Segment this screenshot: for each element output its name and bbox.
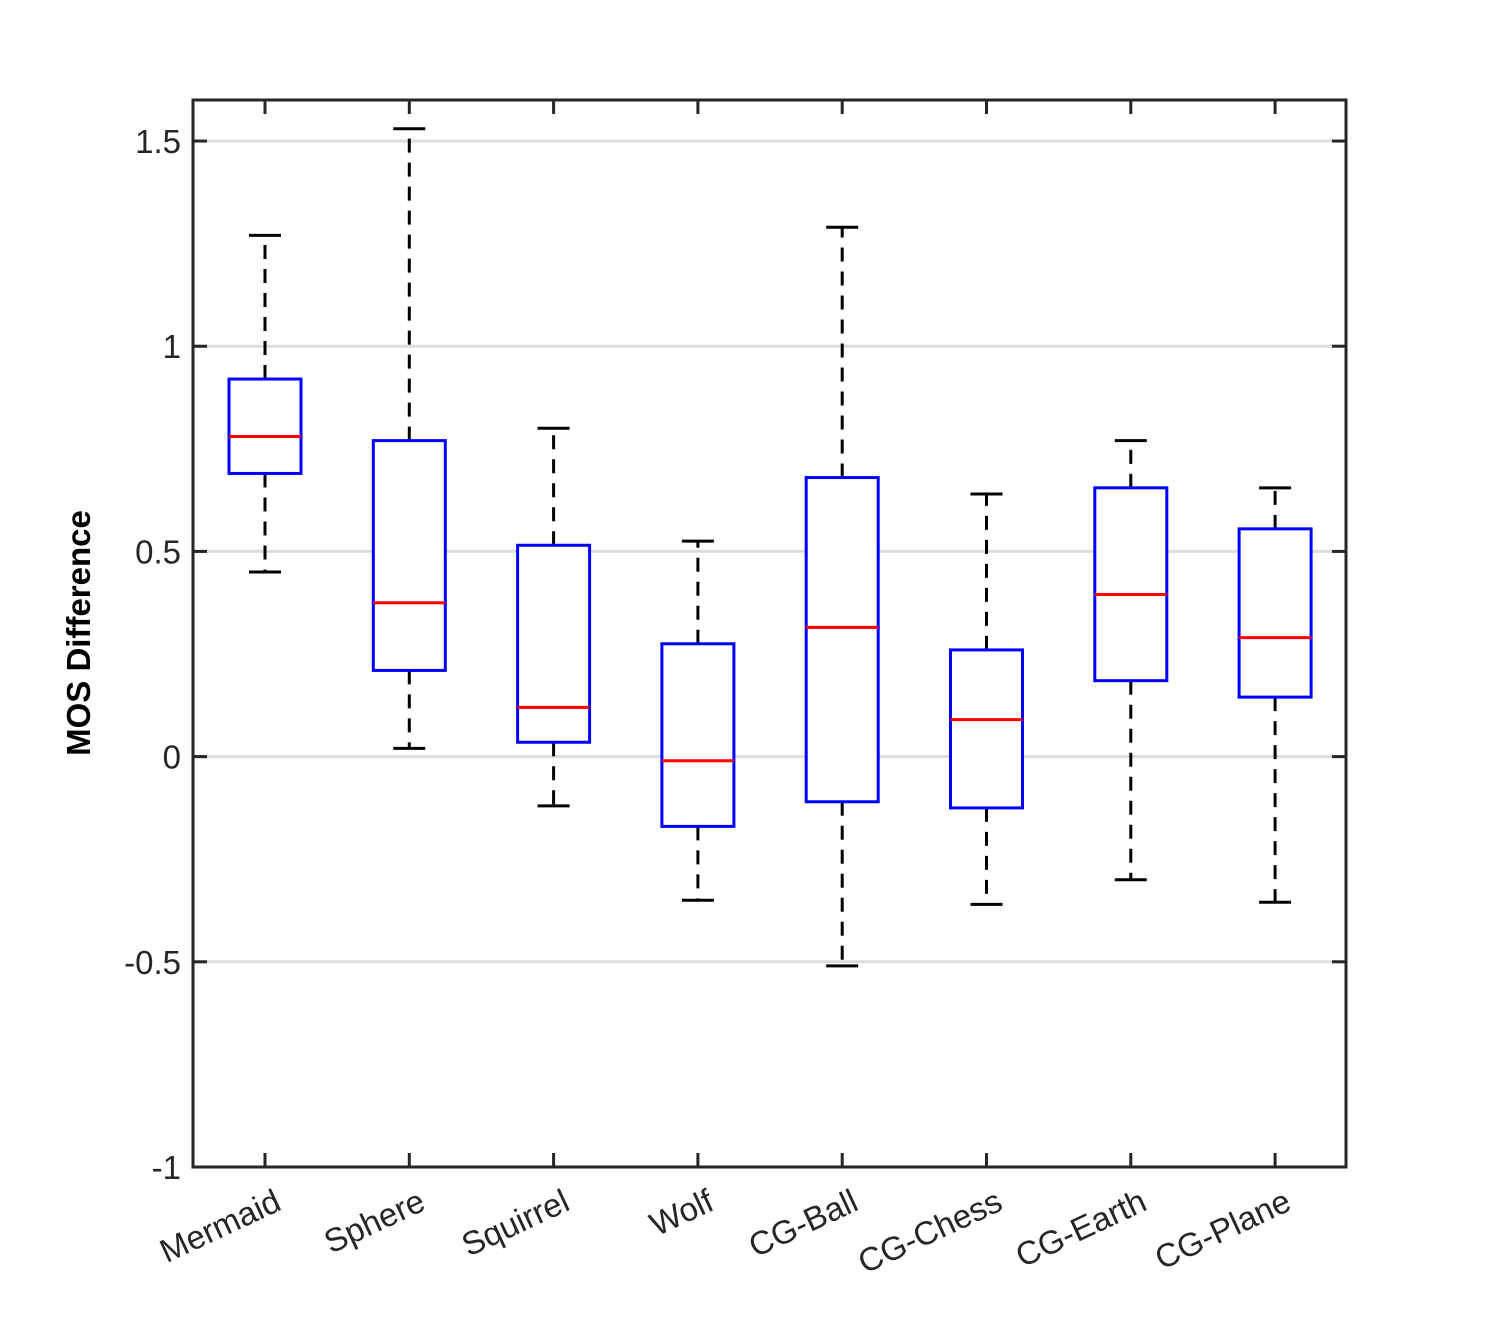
iqr-box <box>949 648 1024 810</box>
grid-lines <box>193 139 1346 964</box>
x-tick-label: CG-Earth <box>1010 1182 1152 1274</box>
y-tick-label: -0.5 <box>124 944 181 981</box>
plot-frame <box>191 98 1348 1169</box>
x-tick-label: CG-Ball <box>743 1182 863 1264</box>
iqr-box <box>660 642 736 828</box>
box-squirrel <box>516 426 592 808</box>
y-tick-label: 0 <box>163 739 181 776</box>
y-tick-label: 1.5 <box>135 123 181 160</box>
box-cg-ball <box>804 225 880 968</box>
axis-ticks <box>193 100 1346 1169</box>
y-axis-label: MOS Difference <box>60 510 97 756</box>
y-tick-label: 0.5 <box>135 533 181 570</box>
x-tick-label: CG-Plane <box>1149 1182 1296 1277</box>
iqr-box <box>227 377 303 475</box>
iqr-box <box>371 439 447 672</box>
y-tick-label: 1 <box>163 328 181 365</box>
x-tick-label: CG-Chess <box>852 1182 1007 1281</box>
box-wolf <box>660 539 736 902</box>
iqr-box <box>1093 486 1169 683</box>
iqr-box <box>1237 527 1313 699</box>
x-tick-label: Mermaid <box>154 1182 286 1270</box>
y-tick-label: -1 <box>152 1149 181 1186</box>
x-tick-label: Sphere <box>318 1182 430 1261</box>
x-tick-label: Squirrel <box>456 1182 575 1264</box>
x-tick-label: Wolf <box>644 1181 720 1243</box>
box-cg-plane <box>1237 486 1313 904</box>
iqr-box <box>516 543 592 744</box>
box-sphere <box>371 127 447 750</box>
box-mermaid <box>227 233 303 574</box>
boxes-layer <box>227 127 1313 968</box>
iqr-box <box>804 476 880 804</box>
box-cg-chess <box>949 492 1024 906</box>
box-cg-earth <box>1093 439 1169 882</box>
